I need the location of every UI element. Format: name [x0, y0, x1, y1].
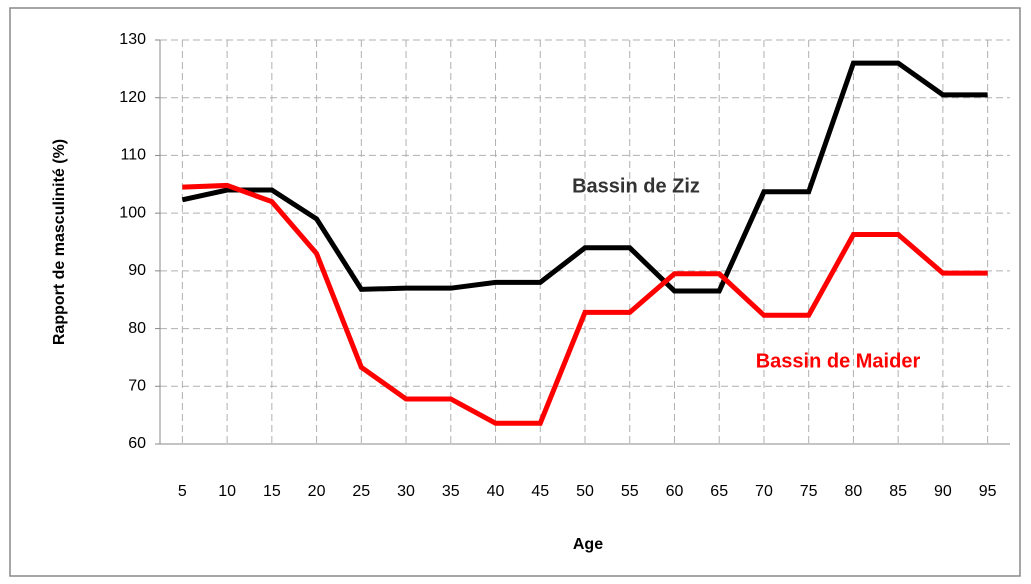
x-tick-label: 95 — [979, 483, 997, 500]
x-tick-label: 75 — [800, 483, 818, 500]
x-tick-label: 85 — [889, 483, 907, 500]
x-tick-label: 30 — [397, 483, 415, 500]
x-tick-label: 70 — [755, 483, 773, 500]
x-axis-label: Age — [573, 536, 603, 553]
x-tick-label: 90 — [934, 483, 952, 500]
x-tick-label: 25 — [352, 483, 370, 500]
x-tick-label: 45 — [531, 483, 549, 500]
y-tick-label: 100 — [119, 204, 146, 221]
series-line — [181, 60, 988, 294]
y-tick-label: 130 — [119, 31, 146, 48]
x-tick-label: 60 — [666, 483, 684, 500]
y-tick-label: 110 — [120, 147, 146, 164]
x-tick-label: 65 — [710, 483, 728, 500]
x-tick-label: 5 — [178, 483, 187, 500]
y-tick-label: 120 — [119, 89, 146, 106]
y-tick-label: 70 — [128, 378, 146, 395]
x-tick-label: 10 — [218, 483, 236, 500]
x-tick-label: 40 — [487, 483, 505, 500]
series-label: Bassin de Ziz — [572, 175, 700, 197]
x-tick-label: 55 — [621, 483, 639, 500]
series-line — [182, 182, 988, 426]
chart-frame — [9, 7, 1021, 577]
x-tick-label: 20 — [308, 483, 326, 500]
y-tick-label: 60 — [128, 435, 146, 452]
x-tick-label: 15 — [263, 483, 281, 500]
x-tick-label: 80 — [845, 483, 863, 500]
y-tick-label: 80 — [128, 320, 146, 337]
y-tick-label: 90 — [128, 262, 146, 279]
series-label: Bassin de Maider — [756, 350, 921, 372]
x-tick-label: 35 — [442, 483, 460, 500]
y-axis-label: Rapport de masculinité (%) — [51, 139, 68, 345]
x-tick-label: 50 — [576, 483, 594, 500]
